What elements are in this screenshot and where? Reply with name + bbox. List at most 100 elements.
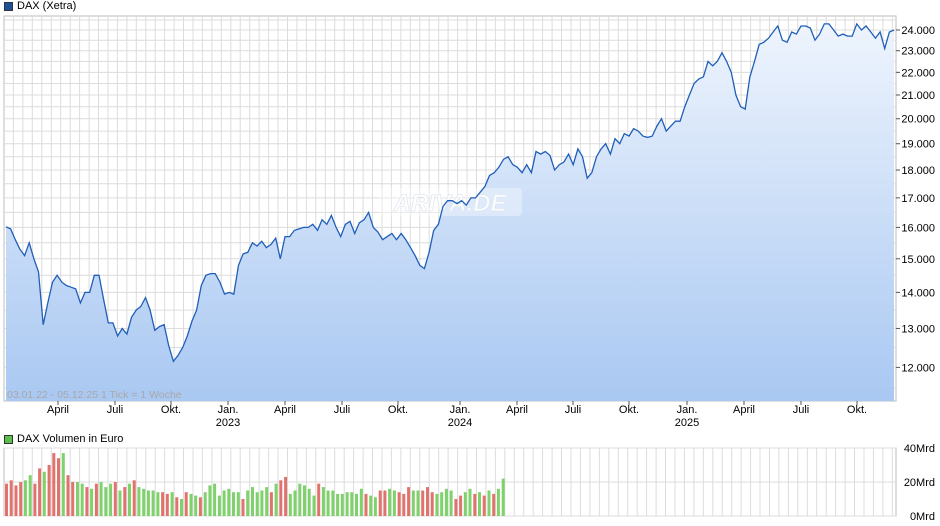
volume-bar <box>468 488 472 516</box>
price-x-year-label: 2025 <box>675 417 699 429</box>
volume-bar <box>236 492 240 516</box>
volume-bar <box>326 490 330 516</box>
volume-bar <box>359 488 363 516</box>
volume-bar <box>57 458 60 516</box>
volume-bar <box>269 492 273 516</box>
volume-bar <box>350 492 354 516</box>
volume-bar <box>52 453 56 516</box>
price-x-tick-label: Okt. <box>619 404 639 416</box>
volume-bar <box>156 492 160 516</box>
price-legend-swatch <box>4 1 13 11</box>
volume-y-axis: 0Mrd 20Mrd 40Mrd <box>904 443 935 523</box>
volume-bar <box>151 490 155 516</box>
volume-bar <box>383 490 387 516</box>
volume-bar <box>449 490 453 516</box>
volume-bar <box>208 485 212 516</box>
volume-bar <box>184 492 188 516</box>
volume-bar <box>47 465 51 516</box>
price-x-year-label: 2023 <box>216 417 240 429</box>
volume-bar <box>298 483 302 516</box>
volume-bar <box>345 492 349 516</box>
price-x-tick-label: Juli <box>107 404 124 416</box>
volume-bar <box>217 495 221 516</box>
volume-bar <box>146 490 150 516</box>
volume-bar <box>66 475 70 516</box>
price-x-tick-label: Jan. <box>677 404 698 416</box>
volume-bar <box>251 487 254 516</box>
price-x-tick-label: April <box>274 404 296 416</box>
volume-bar <box>28 475 32 516</box>
volume-bar <box>312 495 316 516</box>
price-series-line <box>5 22 895 363</box>
volume-bar <box>388 488 392 516</box>
price-x-tick-label: April <box>47 404 69 416</box>
volume-bar <box>38 468 42 516</box>
volume-bar <box>170 492 174 516</box>
price-x-tick-label: Okt. <box>847 404 867 416</box>
volume-bar <box>407 487 411 516</box>
volume-bar <box>123 487 127 516</box>
price-x-tick-label: Juli <box>793 404 810 416</box>
volume-bar <box>71 482 75 516</box>
volume-bar <box>260 490 264 516</box>
price-area-fill <box>6 23 894 402</box>
price-y-tick-label: 20.000 <box>901 114 935 126</box>
volume-bar <box>9 480 13 516</box>
volume-bar <box>397 492 401 516</box>
price-y-tick-label: 22.000 <box>901 67 935 79</box>
volume-y-tick-label: 0Mrd <box>910 511 935 523</box>
volume-bar <box>161 492 165 516</box>
volume-bar <box>279 480 283 516</box>
volume-bar <box>402 493 406 516</box>
volume-bar <box>355 493 358 516</box>
watermark-group: ARIVA.DE <box>378 188 522 217</box>
price-y-tick-label: 21.000 <box>901 90 935 102</box>
volume-bar <box>373 497 377 516</box>
volume-bar <box>496 488 500 516</box>
volume-bar <box>142 488 146 516</box>
volume-bar <box>274 483 278 516</box>
volume-bar <box>85 487 89 516</box>
volume-bar <box>284 476 288 516</box>
volume-y-tick-label: 40Mrd <box>904 443 935 455</box>
volume-bar <box>246 490 250 516</box>
volume-bar <box>492 493 496 516</box>
price-x-tick-label: Jan. <box>218 404 239 416</box>
price-y-tick-label: 14.000 <box>901 287 935 299</box>
volume-bar <box>265 487 269 516</box>
volume-bar <box>80 483 84 516</box>
volume-bar <box>421 490 425 516</box>
volume-bar <box>5 483 8 516</box>
volume-bar <box>454 499 458 516</box>
volume-legend-swatch <box>4 434 13 444</box>
volume-bar <box>194 495 198 516</box>
price-x-axis: April Juli Okt. Jan. April Juli Okt. Jan. April J… <box>47 401 867 429</box>
volume-bar <box>303 485 306 516</box>
volume-bar <box>76 482 79 516</box>
volume-y-tick-label: 20Mrd <box>904 477 935 489</box>
volume-bar <box>364 493 368 516</box>
volume-bar <box>61 453 65 516</box>
volume-bar <box>132 480 136 516</box>
volume-bar <box>331 490 335 516</box>
volume-bar <box>340 493 344 516</box>
price-y-axis: 12.000 13.000 14.000 15.000 16.000 17.000 18.0… <box>896 25 935 374</box>
price-y-tick-label: 24.000 <box>901 25 935 37</box>
price-y-tick-label: 12.000 <box>901 362 935 374</box>
price-x-tick-label: April <box>506 404 528 416</box>
volume-bar <box>255 492 259 516</box>
price-y-tick-label: 15.000 <box>901 254 935 266</box>
price-y-tick-label: 13.000 <box>901 323 935 335</box>
volume-bar <box>463 492 467 516</box>
volume-bar <box>444 488 448 516</box>
volume-bar <box>165 493 169 516</box>
volume-bar <box>430 492 434 516</box>
volume-bar <box>175 497 179 516</box>
volume-bar <box>482 495 486 516</box>
volume-bar <box>94 483 98 516</box>
volume-bar <box>416 490 420 516</box>
volume-legend: DAX Volumen in Euro <box>4 433 123 445</box>
volume-bar <box>189 493 193 516</box>
volume-bar <box>369 495 373 516</box>
